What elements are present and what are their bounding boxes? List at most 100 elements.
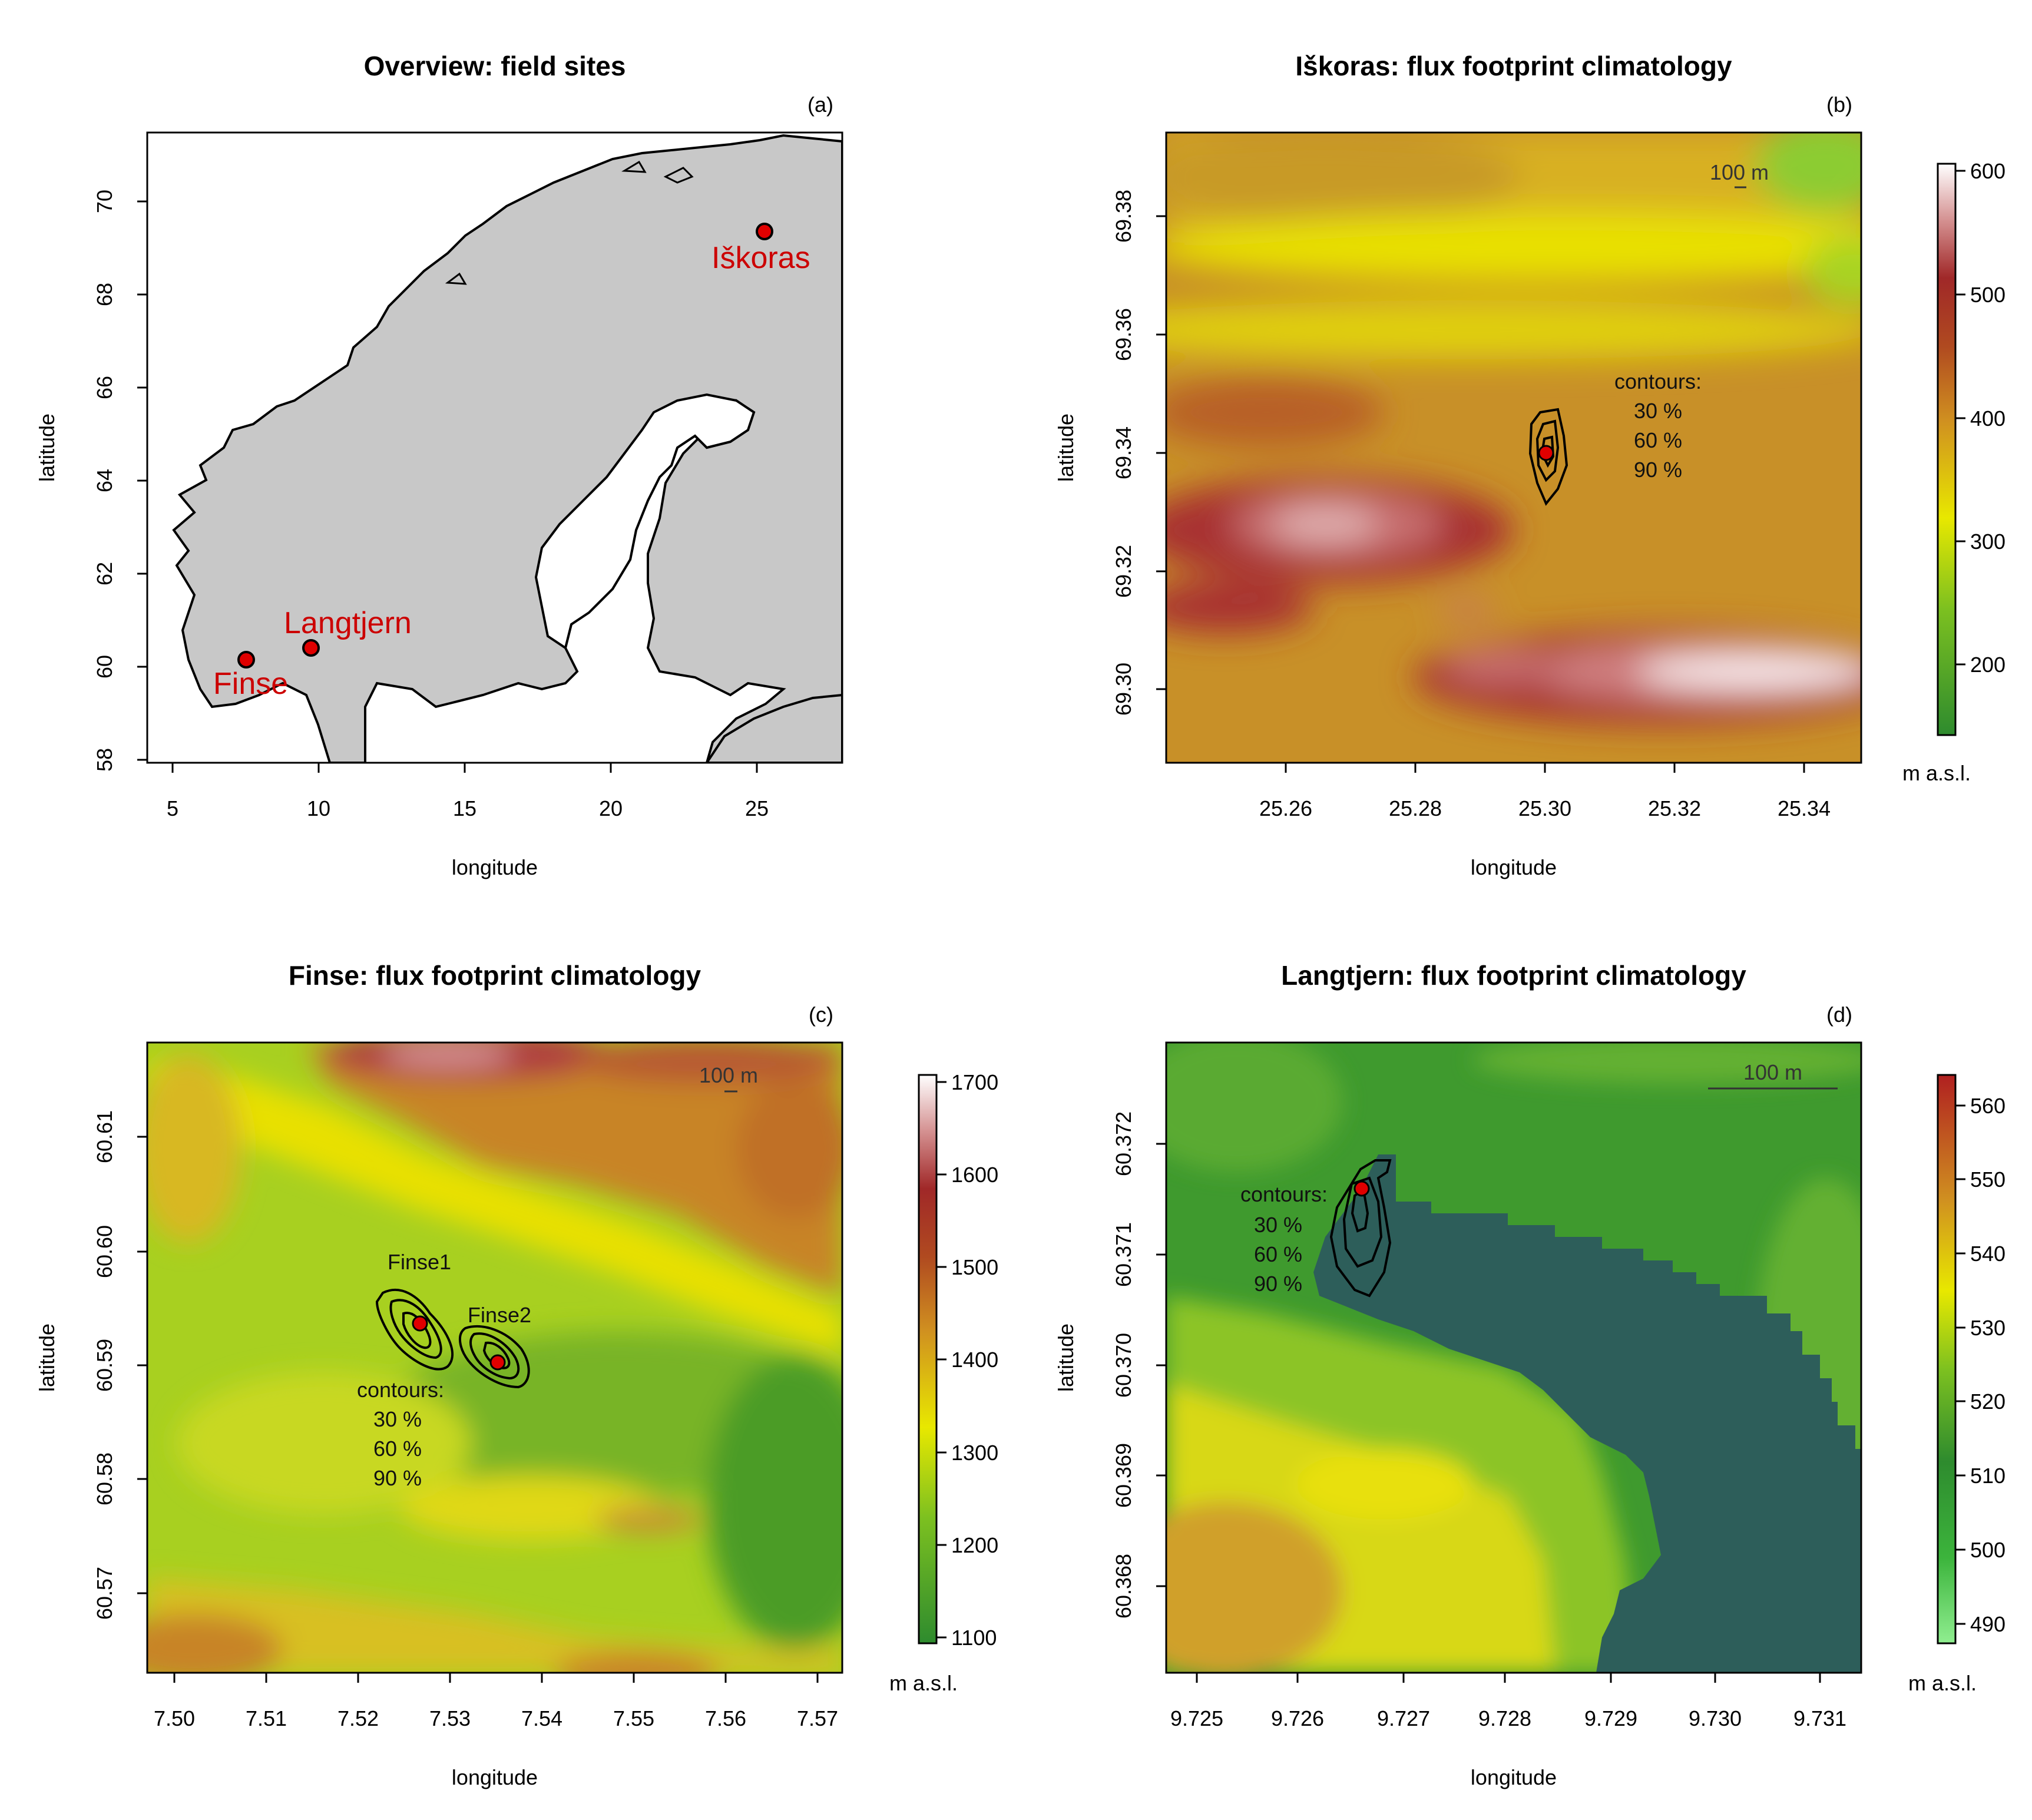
panel-d-xlabel: longitude xyxy=(1471,1765,1557,1789)
panel-c-xtick: 7.54 xyxy=(521,1706,562,1730)
panel-c-colorbar-tick: 1200 xyxy=(951,1533,998,1557)
panel-b-colorbar-tick: 600 xyxy=(1970,159,2005,183)
panel-b-terrain: 100 m contours: 30 % 60 % 90 % xyxy=(1166,133,1861,763)
panel-b-ytick: 69.30 xyxy=(1111,663,1136,716)
panel-c-colorbar-tick: 1500 xyxy=(951,1255,998,1279)
panel-d-ytick: 60.369 xyxy=(1111,1443,1136,1508)
panel-b-contour-level: 30 % xyxy=(1634,399,1682,423)
panel-a-ylabel: latitude xyxy=(35,413,59,482)
panel-a-title: Overview: field sites xyxy=(364,51,626,81)
panel-b-ytick: 69.36 xyxy=(1111,308,1136,361)
panel-c-footprint-contours xyxy=(375,1289,530,1389)
panel-a-ytick: 60 xyxy=(92,655,117,679)
panel-c-ytick: 60.60 xyxy=(92,1225,117,1278)
panel-d-scale-label: 100 m xyxy=(1743,1060,1802,1084)
panel-d-colorbar-tick: 560 xyxy=(1970,1094,2005,1118)
panel-d-xtick: 9.729 xyxy=(1584,1706,1637,1730)
panel-b-xtick: 25.26 xyxy=(1259,796,1312,820)
panel-d-colorbar-tick: 530 xyxy=(1970,1316,2005,1340)
panel-d-ylabel: latitude xyxy=(1054,1323,1078,1392)
panel-b-xtick: 25.32 xyxy=(1648,796,1701,820)
panel-c-colorbar-tick: 1100 xyxy=(951,1626,997,1650)
panel-d-colorbar-tick: 490 xyxy=(1970,1612,2005,1636)
panel-b-y-axis: 69.30 69.32 69.34 69.36 69.38 latitude xyxy=(1054,190,1166,716)
gulf-of-bothnia xyxy=(534,393,756,650)
land-denmark xyxy=(705,693,842,763)
panel-c-terrain: Finse1 Finse2 100 m contours: 30 % 60 % … xyxy=(147,1043,842,1673)
panel-b-ytick: 69.38 xyxy=(1111,190,1136,243)
panel-d-xtick: 9.728 xyxy=(1478,1706,1531,1730)
panel-b-xlabel: longitude xyxy=(1471,855,1557,879)
panel-a-xtick: 10 xyxy=(307,796,330,820)
panel-d-langtjern: Langtjern: flux footprint climatology (d… xyxy=(1054,960,2005,1789)
panel-d-lake xyxy=(1313,1154,1861,1673)
panel-d-title: Langtjern: flux footprint climatology xyxy=(1281,960,1746,991)
panel-c-xtick: 7.53 xyxy=(429,1706,471,1730)
site-markers xyxy=(237,223,773,669)
panel-a-xtick: 25 xyxy=(745,796,769,820)
panel-c-y-axis: 60.57 60.58 60.59 60.60 60.61 latitude xyxy=(35,1110,147,1620)
panel-c-xtick: 7.51 xyxy=(246,1706,287,1730)
panel-d-tower-marker xyxy=(1353,1180,1370,1197)
panel-c-contour-level: 90 % xyxy=(373,1466,422,1490)
panel-d-contours-label: contours: xyxy=(1240,1182,1328,1206)
panel-c-scale-label: 100 m xyxy=(699,1063,758,1087)
land-scandinavia xyxy=(172,134,842,763)
panel-a-ytick: 62 xyxy=(92,562,117,585)
panel-d-contour-level: 90 % xyxy=(1254,1272,1302,1296)
panel-c-contour-level: 60 % xyxy=(373,1437,422,1461)
panel-d-colorbar-tick: 540 xyxy=(1970,1242,2005,1266)
panel-c-contours-label: contours: xyxy=(357,1378,444,1402)
panel-d-ytick: 60.372 xyxy=(1111,1111,1136,1176)
panel-b-unit: m a.s.l. xyxy=(1902,761,1971,785)
panel-b-colorbar: 200 300 400 500 600 m a.s.l. xyxy=(1902,159,2005,785)
panel-b-tag: (b) xyxy=(1826,92,1852,117)
panel-c-xtick: 7.57 xyxy=(797,1706,838,1730)
panel-d-colorbar-tick: 550 xyxy=(1970,1167,2005,1192)
panel-b-colorbar-tick: 200 xyxy=(1970,653,2005,677)
panel-c-ylabel: latitude xyxy=(35,1323,59,1392)
panel-d-xtick: 9.725 xyxy=(1170,1706,1223,1730)
panel-b-ytick: 69.32 xyxy=(1111,545,1136,598)
panel-b-iskoras: Iškoras: flux footprint climatology (b) xyxy=(1054,51,2005,879)
panel-b-contours-label: contours: xyxy=(1614,369,1702,393)
panel-b-frame xyxy=(1165,131,1862,764)
site-label-iskoras: Iškoras xyxy=(711,241,810,275)
panel-d-frame xyxy=(1165,1041,1862,1674)
panel-c-ytick: 60.61 xyxy=(92,1110,117,1163)
panel-c-colorbar-tick: 1600 xyxy=(951,1163,998,1187)
panel-b-ylabel: latitude xyxy=(1054,413,1078,482)
panel-b-title: Iškoras: flux footprint climatology xyxy=(1295,51,1732,81)
panel-c-site-label-finse2: Finse2 xyxy=(468,1303,531,1327)
panel-c-contour-level: 30 % xyxy=(373,1407,422,1431)
site-label-langtjern: Langtjern xyxy=(284,606,412,640)
panel-d-xtick: 9.730 xyxy=(1689,1706,1742,1730)
panel-d-colorbar: 490 500 510 520 530 540 550 560 m a.s.l. xyxy=(1908,1074,2005,1695)
site-marker-iskoras xyxy=(756,223,773,240)
panel-b-contour-level: 90 % xyxy=(1634,458,1682,482)
panel-a-ytick: 58 xyxy=(92,748,117,772)
panel-c-xtick: 7.56 xyxy=(705,1706,746,1730)
panel-c-site-label-finse1: Finse1 xyxy=(388,1250,451,1274)
panel-a-ytick: 68 xyxy=(92,283,117,306)
panel-d-colorbar-tick: 520 xyxy=(1970,1389,2005,1414)
panel-d-xtick: 9.731 xyxy=(1793,1706,1846,1730)
panel-c-ytick: 60.57 xyxy=(92,1567,117,1620)
panel-d-colorbar-tick: 500 xyxy=(1970,1538,2005,1562)
panel-a-xlabel: longitude xyxy=(452,855,538,879)
panel-c-colorbar-tick: 1300 xyxy=(951,1441,998,1465)
panel-b-colorbar-tick: 400 xyxy=(1970,406,2005,431)
panel-c-frame xyxy=(146,1041,843,1674)
panel-a-frame xyxy=(146,131,843,764)
panel-c-tag: (c) xyxy=(809,1002,833,1027)
panel-d-x-axis: 9.725 9.726 9.727 9.728 9.729 9.730 9.73… xyxy=(1170,1673,1846,1789)
coast-islands xyxy=(445,160,694,285)
panel-b-contour-level: 60 % xyxy=(1634,428,1682,452)
panel-b-xtick: 25.34 xyxy=(1778,796,1831,820)
panel-a-ytick: 66 xyxy=(92,376,117,399)
site-marker-finse xyxy=(237,651,255,669)
panel-b-colorbar-tick: 300 xyxy=(1970,530,2005,554)
panel-b-xtick: 25.30 xyxy=(1518,796,1571,820)
panel-a-xtick: 5 xyxy=(167,796,178,820)
panel-b-tower-marker xyxy=(1538,445,1554,461)
